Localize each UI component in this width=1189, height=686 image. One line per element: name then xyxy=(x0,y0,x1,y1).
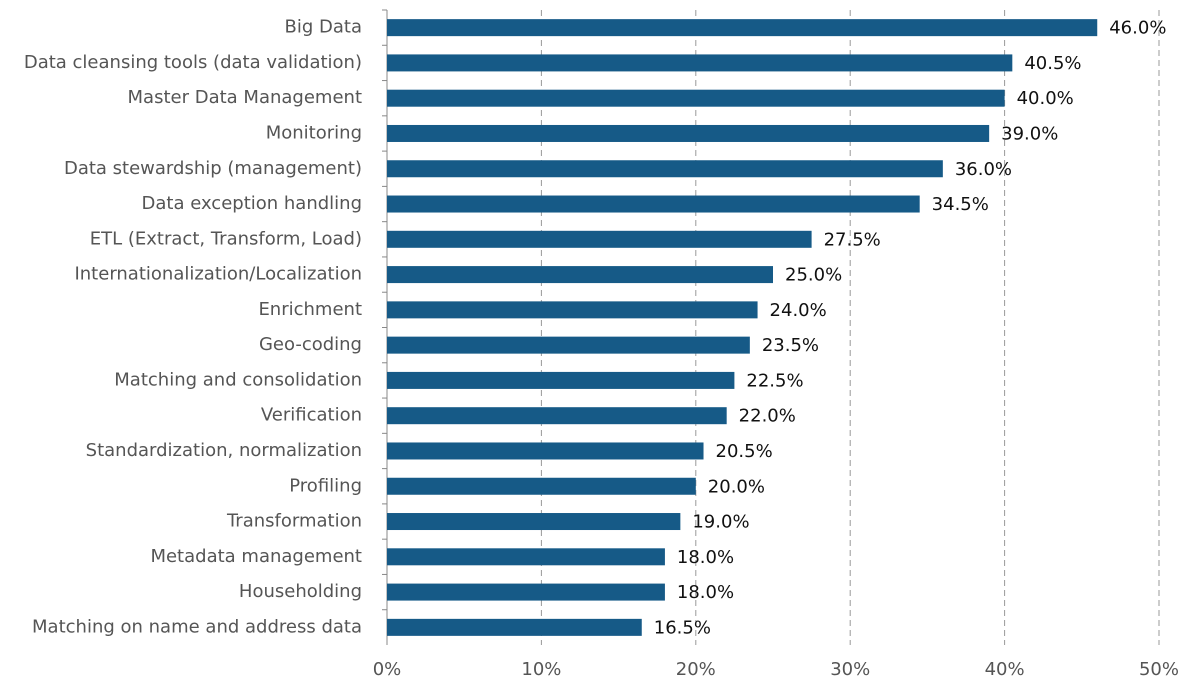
category-label: Enrichment xyxy=(258,299,362,320)
category-label: Geo-coding xyxy=(259,334,362,355)
category-label: Data exception handling xyxy=(142,193,363,214)
value-label: 36.0% xyxy=(955,159,1012,180)
value-label: 40.5% xyxy=(1024,53,1081,74)
value-label: 18.0% xyxy=(677,547,734,568)
category-label: Matching on name and address data xyxy=(32,616,362,637)
value-label: 23.5% xyxy=(762,335,819,356)
value-label: 20.0% xyxy=(708,476,765,497)
bar xyxy=(387,336,750,354)
bar xyxy=(387,230,812,248)
value-label: 46.0% xyxy=(1109,18,1166,39)
category-label: Data stewardship (management) xyxy=(64,158,362,179)
value-label: 25.0% xyxy=(785,265,842,286)
bar xyxy=(387,442,704,460)
category-label: Data cleansing tools (data validation) xyxy=(24,52,362,73)
category-label: Monitoring xyxy=(266,122,362,143)
x-tick-label: 50% xyxy=(1139,659,1179,680)
category-label: ETL (Extract, Transform, Load) xyxy=(90,228,362,249)
category-label: Transformation xyxy=(226,511,362,532)
bar xyxy=(387,548,665,566)
value-label: 39.0% xyxy=(1001,123,1058,144)
value-label: 40.0% xyxy=(1017,88,1074,109)
bar xyxy=(387,54,1013,72)
category-label: Verification xyxy=(261,405,362,426)
bar xyxy=(387,477,696,495)
bar xyxy=(387,160,943,178)
x-tick-label: 30% xyxy=(830,659,870,680)
category-label: Matching and consolidation xyxy=(114,369,362,390)
value-label: 22.5% xyxy=(746,370,803,391)
value-label: 22.0% xyxy=(739,406,796,427)
bar xyxy=(387,371,735,389)
category-label: Standardization, normalization xyxy=(86,440,362,461)
category-label: Master Data Management xyxy=(128,87,362,108)
value-label: 19.0% xyxy=(692,512,749,533)
x-tick-label: 40% xyxy=(985,659,1025,680)
bar xyxy=(387,19,1098,37)
value-label: 18.0% xyxy=(677,582,734,603)
x-tick-label: 10% xyxy=(521,659,561,680)
bar xyxy=(387,618,642,636)
bar xyxy=(387,89,1005,107)
bar xyxy=(387,195,920,213)
value-label: 24.0% xyxy=(770,300,827,321)
value-label: 27.5% xyxy=(824,229,881,250)
category-label: Big Data xyxy=(285,17,362,38)
x-tick-label: 20% xyxy=(676,659,716,680)
category-label: Internationalization/Localization xyxy=(74,264,362,285)
bar xyxy=(387,583,665,601)
category-label: Profiling xyxy=(289,475,362,496)
category-label: Householding xyxy=(239,581,362,602)
x-tick-label: 0% xyxy=(373,659,402,680)
bar xyxy=(387,407,727,425)
value-label: 34.5% xyxy=(932,194,989,215)
bar xyxy=(387,266,773,284)
bar xyxy=(387,513,681,531)
bar xyxy=(387,124,990,142)
bar xyxy=(387,301,758,319)
category-label: Metadata management xyxy=(150,546,362,567)
value-label: 20.5% xyxy=(716,441,773,462)
value-label: 16.5% xyxy=(654,617,711,638)
